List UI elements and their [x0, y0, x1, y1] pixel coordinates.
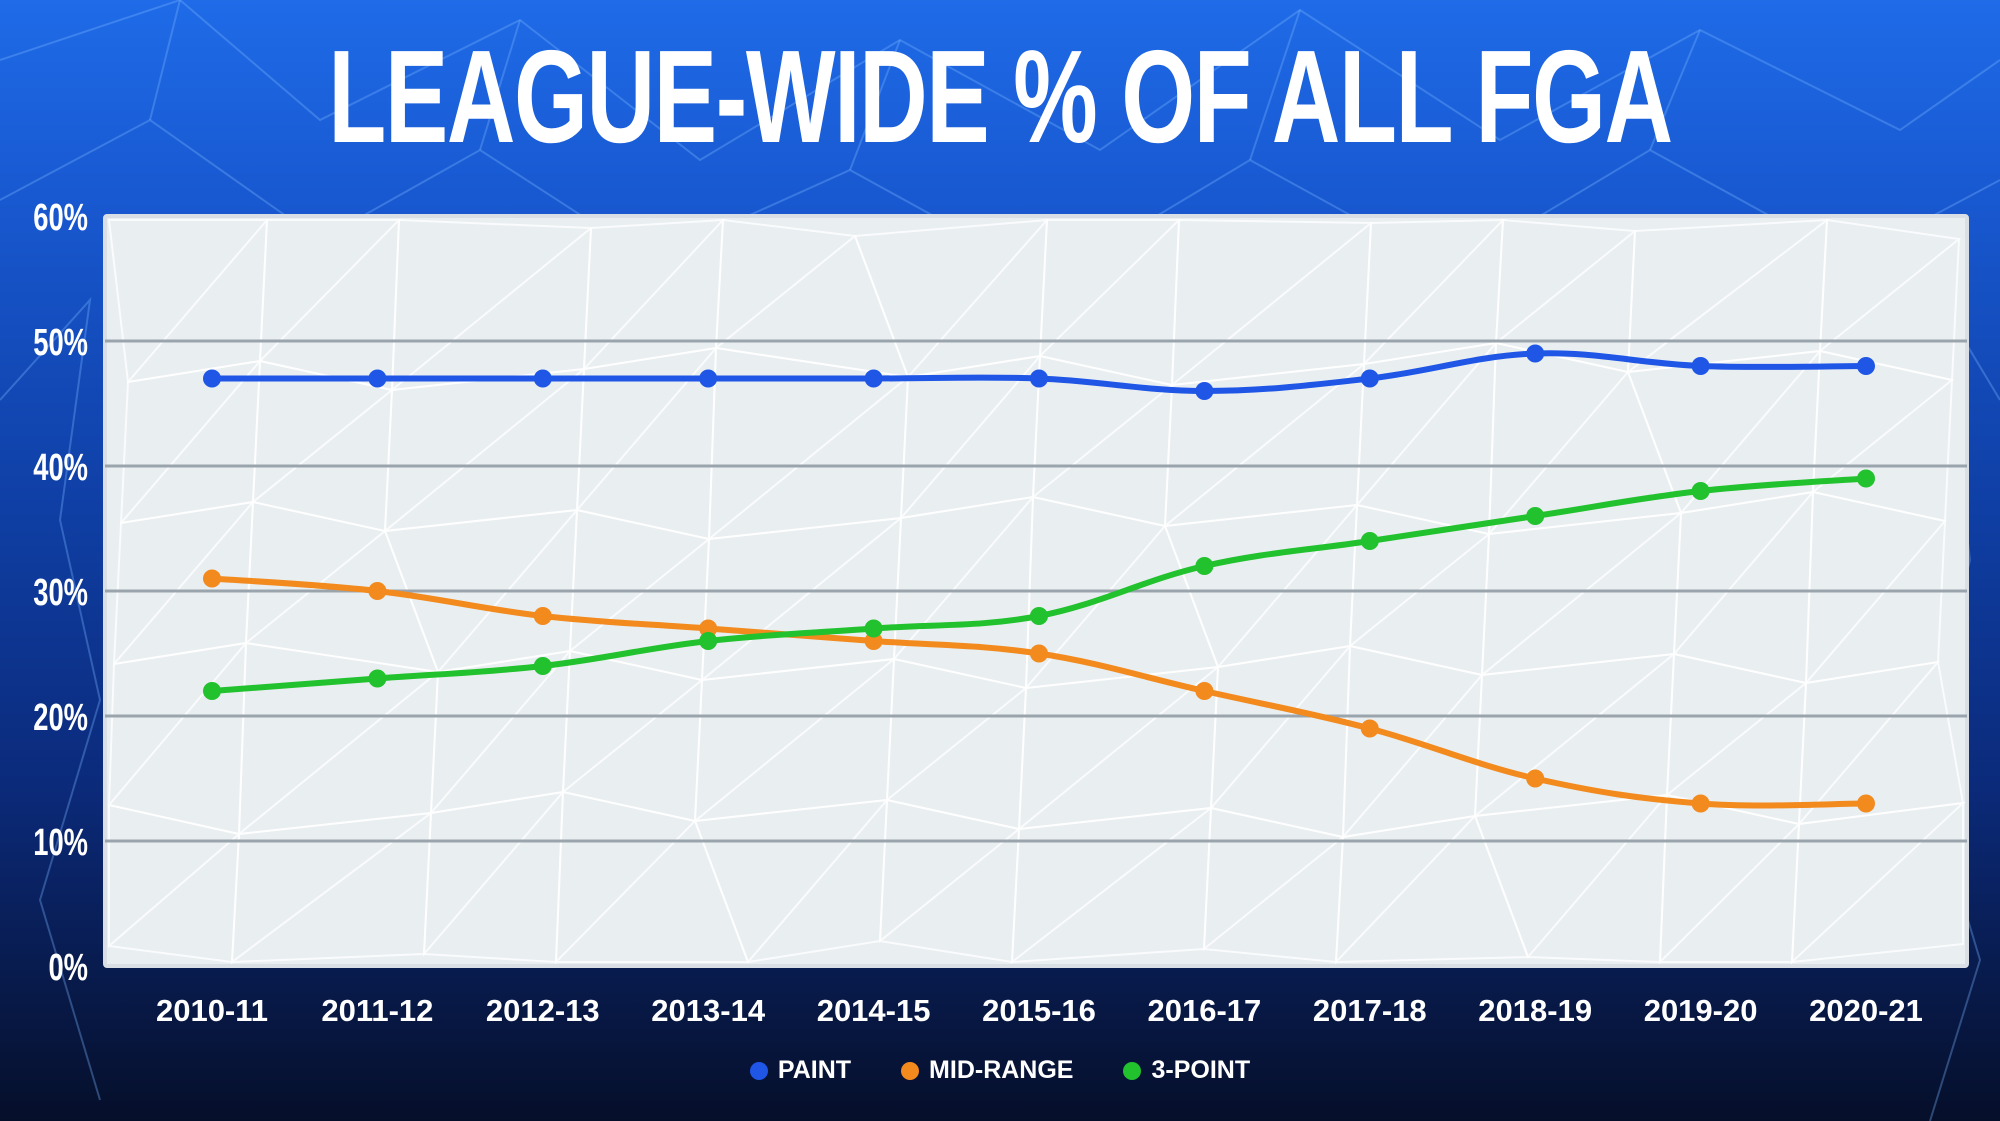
data-point [864, 632, 883, 650]
data-point [1030, 369, 1048, 388]
x-tick-label: 2012-13 [486, 993, 600, 1028]
legend-item-mid-range: MID-RANGE [901, 1056, 1073, 1085]
data-point [1360, 719, 1379, 738]
y-axis-ticks: 0% 10% 20% 30% 40% 50% 60% [33, 197, 88, 989]
legend-label: 3-POINT [1151, 1056, 1251, 1084]
y-tick-label: 0% [48, 947, 88, 989]
data-point [1691, 482, 1710, 500]
data-point [864, 619, 883, 638]
y-tick-label: 20% [33, 697, 88, 739]
x-tick-label: 2010-11 [156, 993, 268, 1028]
x-tick-label: 2016-17 [1148, 993, 1262, 1028]
y-tick-label: 10% [33, 822, 88, 864]
x-tick-label: 2018-19 [1478, 993, 1592, 1028]
data-point [1526, 769, 1545, 788]
x-axis-ticks: 2010-11 2011-12 2012-13 2013-14 2014-15 2015-… [156, 993, 1923, 1028]
y-tick-label: 30% [33, 572, 88, 614]
grid-lines [105, 339, 1967, 843]
dot-icon [1123, 1061, 1142, 1080]
data-point [1360, 369, 1379, 388]
x-tick-label: 2011-12 [321, 993, 433, 1028]
x-tick-label: 2013-14 [651, 993, 766, 1028]
y-tick-label: 50% [33, 322, 88, 364]
legend-label: MID-RANGE [929, 1056, 1074, 1084]
x-tick-label: 2017-18 [1313, 993, 1427, 1028]
y-tick-label: 60% [33, 197, 88, 239]
legend-label: PAINT [777, 1056, 852, 1084]
data-point [699, 619, 718, 638]
data-point [533, 657, 552, 675]
data-point [203, 682, 221, 700]
legend-item-3-point: 3-POINT [1123, 1056, 1250, 1085]
x-tick-label: 2019-20 [1644, 993, 1758, 1028]
data-point [1360, 532, 1379, 550]
pattern-triangle [1790, 801, 1966, 965]
data-point [533, 607, 552, 625]
data-point [1195, 682, 1214, 700]
data-point [1691, 794, 1710, 813]
chart-title: LEAGUE-WIDE % OF ALL FGA [328, 23, 1673, 170]
x-tick-label: 2015-16 [982, 993, 1096, 1028]
x-tick-label: 2014-15 [817, 993, 931, 1028]
y-tick-label: 40% [33, 447, 88, 489]
data-point [368, 582, 387, 600]
data-point [1195, 557, 1214, 575]
data-point [1857, 794, 1875, 813]
data-point [1691, 357, 1710, 375]
data-point [1857, 357, 1875, 375]
data-point [533, 369, 552, 388]
data-point [1030, 644, 1048, 663]
data-point [368, 369, 387, 388]
data-point [1030, 607, 1048, 625]
data-point [1857, 469, 1875, 488]
dot-icon [749, 1061, 768, 1080]
dot-icon [901, 1061, 920, 1080]
data-point [203, 569, 221, 588]
legend: PAINT MID-RANGE 3-POINT [0, 1056, 2000, 1085]
x-tick-label: 2020-21 [1809, 993, 1923, 1028]
data-point [699, 369, 718, 388]
data-point [699, 632, 718, 650]
data-point [1526, 507, 1545, 525]
series-points [203, 344, 1875, 813]
legend-item-paint: PAINT [749, 1056, 852, 1085]
plot-pattern [107, 218, 1966, 965]
data-point [1195, 382, 1214, 400]
data-point [864, 369, 883, 388]
data-point [1526, 344, 1545, 363]
data-point [368, 669, 387, 688]
data-point [203, 369, 221, 388]
